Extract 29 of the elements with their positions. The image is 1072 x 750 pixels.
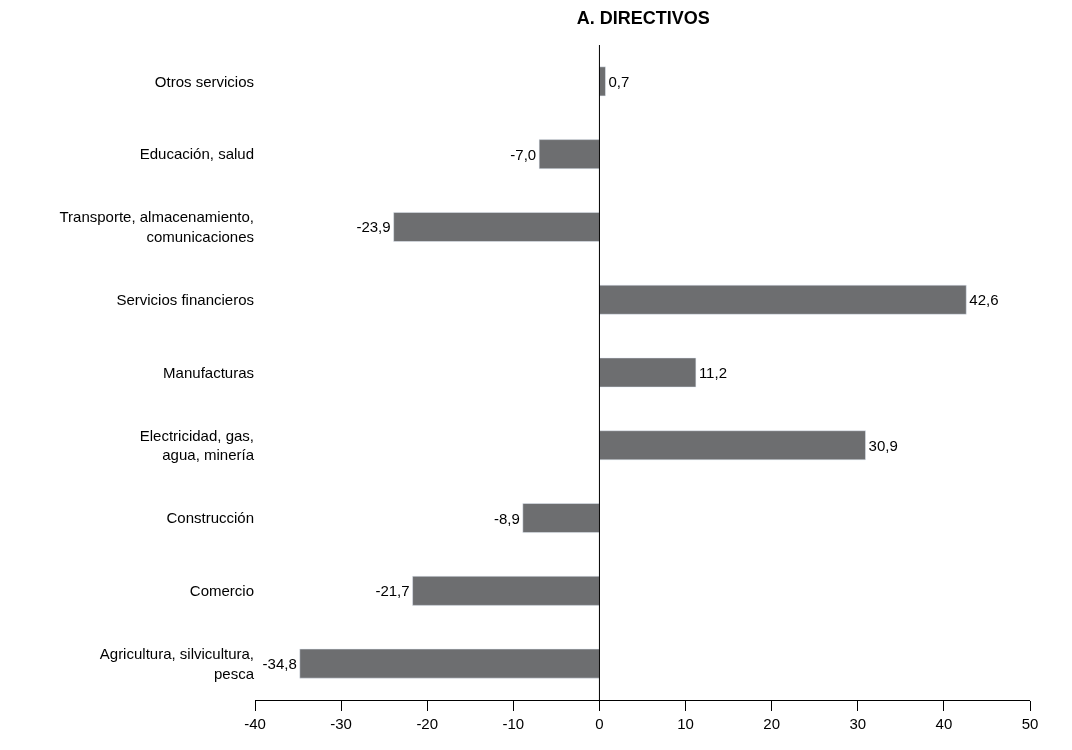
data-label: 42,6 bbox=[969, 291, 999, 309]
data-label: -7,0 bbox=[510, 145, 537, 163]
y-tick-label: Transporte, almacenamiento, comunicaciones bbox=[59, 208, 254, 245]
data-label: -34,8 bbox=[262, 655, 297, 673]
data-label: 0,7 bbox=[608, 72, 630, 90]
data-label: -8,9 bbox=[493, 509, 520, 527]
x-tick-label: 10 bbox=[677, 715, 694, 732]
y-tick-label: Educación, salud bbox=[139, 145, 254, 163]
y-tick-label: Comercio bbox=[189, 582, 254, 600]
y-tick-label: Servicios financieros bbox=[116, 290, 254, 308]
x-tick-label: 30 bbox=[849, 715, 867, 732]
chart-title: A. DIRECTIVOS bbox=[576, 7, 710, 28]
y-tick-label: Construcción bbox=[166, 509, 254, 527]
x-tick-label: 20 bbox=[763, 715, 781, 732]
y-tick-label: Agricultura, silvicultura, pesca bbox=[99, 645, 255, 682]
x-tick-label: -10 bbox=[502, 715, 525, 732]
x-tick-label: 50 bbox=[1021, 715, 1039, 732]
x-tick-label: 40 bbox=[935, 715, 953, 732]
data-label: -21,7 bbox=[375, 582, 410, 600]
y-tick-label: Otros servicios bbox=[154, 72, 254, 90]
data-label: -23,9 bbox=[356, 218, 391, 236]
x-tick-label: 0 bbox=[595, 715, 604, 732]
x-tick-label: -20 bbox=[416, 715, 439, 732]
y-tick-label: Electricidad, gas, agua, minería bbox=[139, 426, 255, 464]
y-tick-label: Manufacturas bbox=[163, 363, 254, 381]
data-label: 30,9 bbox=[868, 436, 898, 454]
x-tick-label: -30 bbox=[330, 715, 352, 732]
data-label: 11,2 bbox=[698, 364, 727, 381]
x-tick-label: -40 bbox=[244, 715, 266, 732]
